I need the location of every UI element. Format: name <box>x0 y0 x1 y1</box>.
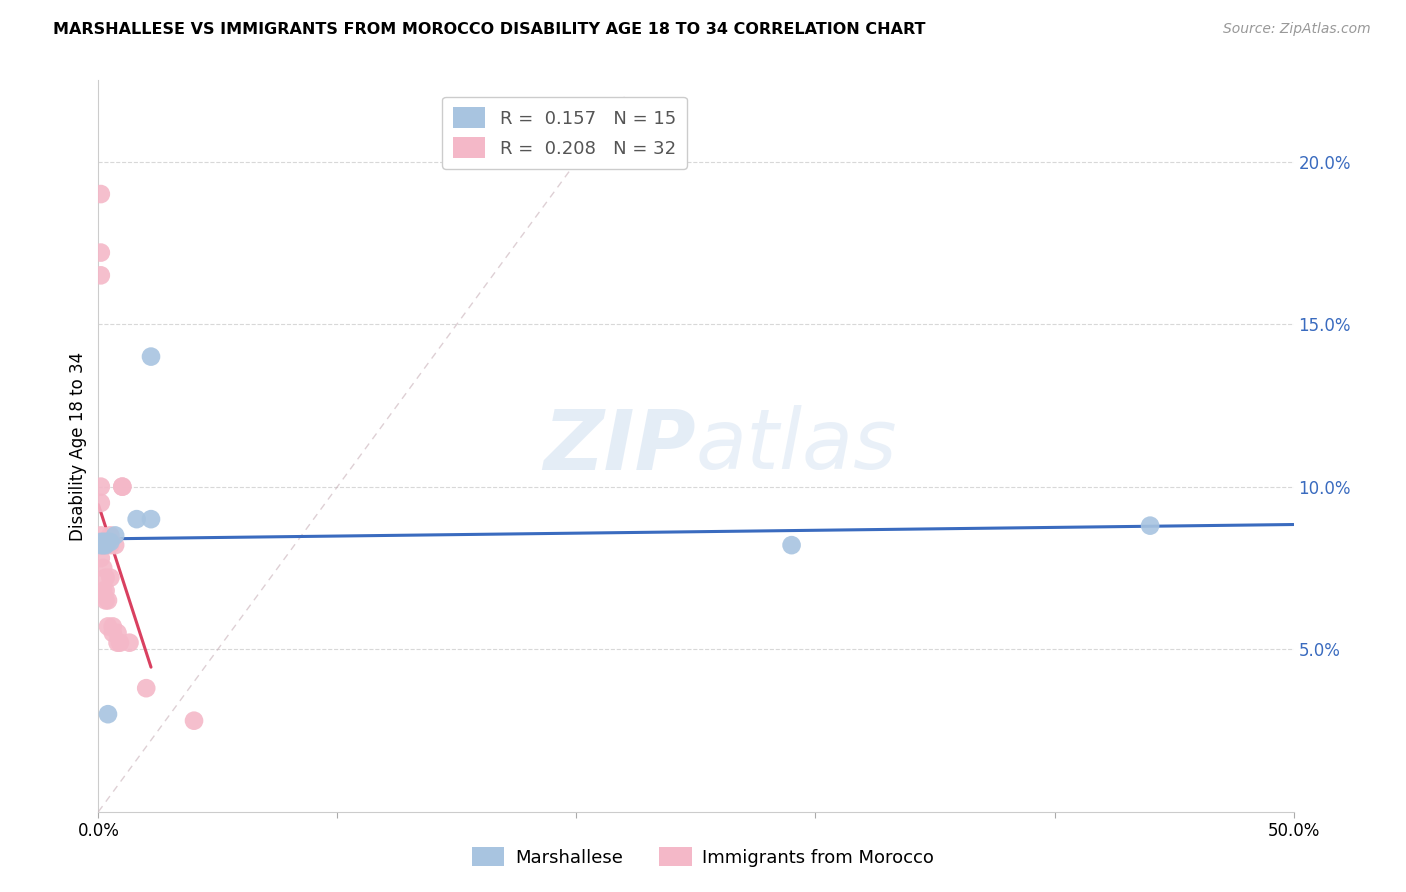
Point <box>98 571 122 585</box>
Text: Source: ZipAtlas.com: Source: ZipAtlas.com <box>1223 22 1371 37</box>
Text: atlas: atlas <box>696 406 897 486</box>
Point <box>98 538 122 552</box>
Point <box>108 635 131 649</box>
Point <box>91 535 114 549</box>
Point <box>90 480 112 494</box>
Point <box>90 187 112 202</box>
Point <box>98 535 122 549</box>
Point <box>101 619 124 633</box>
Point <box>90 528 112 542</box>
Point <box>101 626 124 640</box>
Point <box>91 583 114 598</box>
Point <box>183 714 205 728</box>
Point <box>97 619 120 633</box>
Point <box>118 635 141 649</box>
Point <box>90 535 112 549</box>
Point <box>107 626 129 640</box>
Point <box>97 707 120 722</box>
Legend: Marshallese, Immigrants from Morocco: Marshallese, Immigrants from Morocco <box>464 840 942 874</box>
Point <box>97 535 120 549</box>
Point <box>94 538 117 552</box>
Point <box>1139 518 1161 533</box>
Point <box>139 350 162 364</box>
Point <box>139 512 162 526</box>
Point <box>98 528 122 542</box>
Text: MARSHALLESE VS IMMIGRANTS FROM MOROCCO DISABILITY AGE 18 TO 34 CORRELATION CHART: MARSHALLESE VS IMMIGRANTS FROM MOROCCO D… <box>53 22 927 37</box>
Point <box>97 593 120 607</box>
Point <box>90 245 112 260</box>
Point <box>94 583 117 598</box>
Point <box>125 512 148 526</box>
Text: ZIP: ZIP <box>543 406 696 486</box>
Point <box>91 538 114 552</box>
Point <box>780 538 803 552</box>
Point <box>91 538 114 552</box>
Point <box>94 535 117 549</box>
Point <box>94 538 117 552</box>
Point <box>107 635 129 649</box>
Point <box>104 528 127 542</box>
Point <box>91 561 114 575</box>
Point <box>94 571 117 585</box>
Point <box>90 496 112 510</box>
Point <box>135 681 157 696</box>
Point <box>90 538 112 552</box>
Point <box>90 551 112 566</box>
Point <box>111 480 134 494</box>
Point <box>94 593 117 607</box>
Point <box>91 538 114 552</box>
Point <box>104 538 127 552</box>
Y-axis label: Disability Age 18 to 34: Disability Age 18 to 34 <box>69 351 87 541</box>
Point <box>91 538 114 552</box>
Legend: R =  0.157   N = 15, R =  0.208   N = 32: R = 0.157 N = 15, R = 0.208 N = 32 <box>441 96 688 169</box>
Point <box>111 480 134 494</box>
Point <box>90 268 112 283</box>
